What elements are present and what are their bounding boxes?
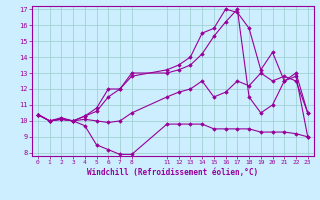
X-axis label: Windchill (Refroidissement éolien,°C): Windchill (Refroidissement éolien,°C) xyxy=(87,168,258,177)
